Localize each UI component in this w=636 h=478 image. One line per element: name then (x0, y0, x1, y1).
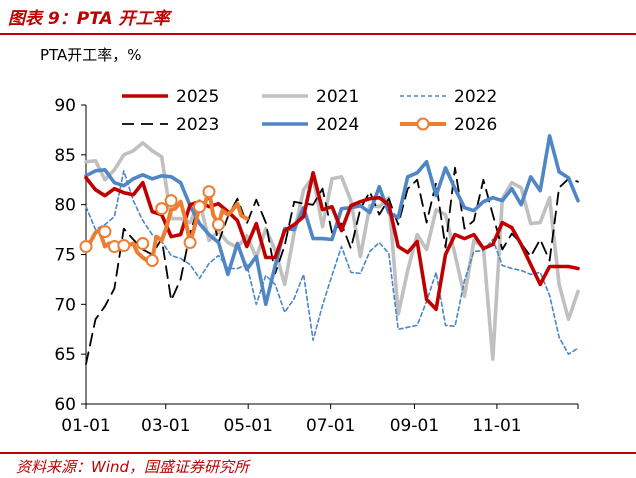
title-rule (0, 33, 636, 35)
series-line-2024 (84, 134, 580, 307)
x-tick-label: 03-01 (141, 416, 190, 436)
y-tick-label: 75 (54, 246, 76, 266)
series-point-2026 (98, 225, 112, 239)
figure-title: 图表 9：PTA 开工率 (8, 9, 170, 29)
series-line-2025 (84, 171, 580, 312)
legend-label-2023: 2023 (176, 115, 219, 135)
y-tick-label: 80 (54, 196, 76, 216)
y-tick-label: 90 (54, 96, 76, 116)
series-point-2026 (136, 237, 150, 251)
series-point-2026 (79, 240, 93, 254)
legend: 2025 2021 2022 2023 2024 2026 (122, 87, 497, 135)
series-line-2022 (85, 170, 579, 356)
series-point-2026 (155, 202, 169, 216)
y-tick-label: 65 (54, 345, 76, 365)
y-tick-label: 85 (54, 146, 76, 166)
source-note: 资料来源：Wind，国盛证券研究所 (16, 458, 250, 476)
legend-label-2024: 2024 (316, 115, 359, 135)
series-point-2026 (193, 200, 207, 214)
series-point-2026 (145, 253, 159, 267)
series-point-2026 (117, 239, 131, 253)
x-tick-label: 11-01 (472, 416, 521, 436)
y-axis-label: PTA开工率，% (40, 46, 142, 64)
legend-label-2026: 2026 (454, 115, 497, 135)
y-tick-label: 60 (54, 395, 76, 415)
legend-label-2021: 2021 (316, 87, 359, 107)
x-tick-label: 07-01 (306, 416, 355, 436)
series-line-2023 (85, 166, 579, 366)
legend-label-2025: 2025 (176, 87, 219, 107)
series-point-2026 (202, 185, 216, 199)
legend-label-2022: 2022 (454, 87, 497, 107)
source-rule (0, 452, 636, 454)
x-tick-label: 01-01 (61, 416, 110, 436)
axes: 60 65 70 75 80 85 90 01-01 03-01 05-01 07-01 09-01 1… (54, 96, 579, 436)
x-tick-label: 05-01 (223, 416, 272, 436)
series-point-2026 (211, 218, 225, 232)
plot-area (79, 134, 580, 366)
x-tick-label: 09-01 (390, 416, 439, 436)
series-point-2026 (183, 236, 197, 250)
legend-marker-2026 (416, 117, 430, 131)
y-tick-label: 70 (54, 295, 76, 315)
series-point-2026 (164, 194, 178, 208)
